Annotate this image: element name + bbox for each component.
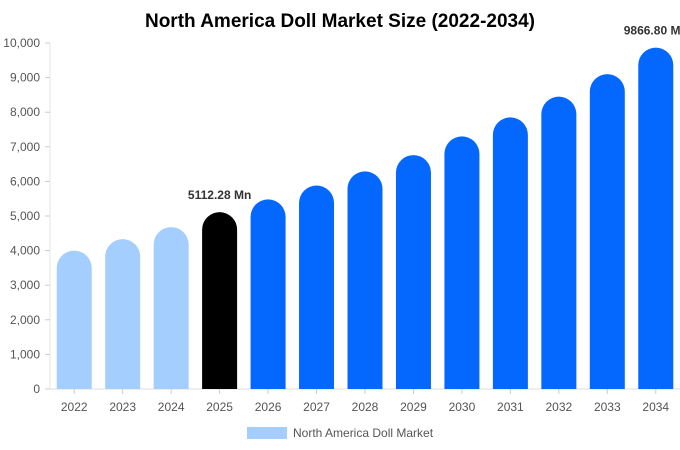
bar-2031[interactable] (492, 117, 528, 390)
bar-2025[interactable] (202, 212, 238, 389)
x-tick-label: 2033 (594, 400, 621, 414)
y-tick-label: 6,000 (10, 174, 40, 188)
y-tick-label: 5,000 (10, 209, 40, 223)
x-axis-ticks: 2022 2023 2024 2025 2026 2027 2028 2029 2030 2031… (61, 389, 669, 414)
x-tick-label: 2029 (400, 400, 427, 414)
y-tick-label: 10,000 (3, 36, 40, 50)
bar-2032[interactable] (541, 96, 577, 389)
x-tick-label: 2027 (303, 400, 330, 414)
y-tick-label: 4,000 (10, 244, 40, 258)
bar-2027[interactable] (299, 185, 335, 389)
x-tick-label: 2032 (545, 400, 572, 414)
x-tick-label: 2026 (255, 400, 282, 414)
bar-2023[interactable] (105, 239, 141, 389)
bar-2026[interactable] (250, 199, 286, 389)
bar-2028[interactable] (347, 171, 383, 389)
legend-label: North America Doll Market (293, 426, 434, 440)
bar-2029[interactable] (395, 155, 431, 389)
x-tick-label: 2022 (61, 400, 88, 414)
x-tick-label: 2030 (449, 400, 476, 414)
x-tick-label: 2023 (109, 400, 136, 414)
x-tick-label: 2034 (642, 400, 669, 414)
y-tick-label: 3,000 (10, 278, 40, 292)
bar-2022[interactable] (56, 250, 92, 389)
y-tick-label: 2,000 (10, 313, 40, 327)
x-tick-label: 2024 (158, 400, 185, 414)
bar-2034[interactable] (638, 47, 674, 390)
legend-swatch (247, 427, 287, 439)
data-labels-group: 5112.28 Mn 9866.80 Mn (188, 24, 680, 203)
data-label: 5112.28 Mn (188, 188, 251, 202)
bar-2030[interactable] (444, 136, 480, 389)
y-tick-label: 0 (33, 382, 40, 396)
x-tick-label: 2031 (497, 400, 524, 414)
y-tick-label: 1,000 (10, 347, 40, 361)
y-tick-label: 8,000 (10, 105, 40, 119)
data-label: 9866.80 Mn (624, 24, 680, 38)
y-tick-label: 7,000 (10, 140, 40, 154)
x-tick-label: 2025 (206, 400, 233, 414)
bar-2033[interactable] (589, 74, 625, 389)
chart-title: North America Doll Market Size (2022-203… (145, 11, 535, 32)
y-axis-ticks: 0 1,000 2,000 3,000 4,000 5,000 6,000 7,000 8,00… (3, 36, 50, 396)
bar-2024[interactable] (153, 227, 189, 389)
x-tick-label: 2028 (352, 400, 379, 414)
legend[interactable]: North America Doll Market (247, 426, 434, 440)
y-tick-label: 9,000 (10, 71, 40, 85)
bars-group (56, 47, 674, 390)
